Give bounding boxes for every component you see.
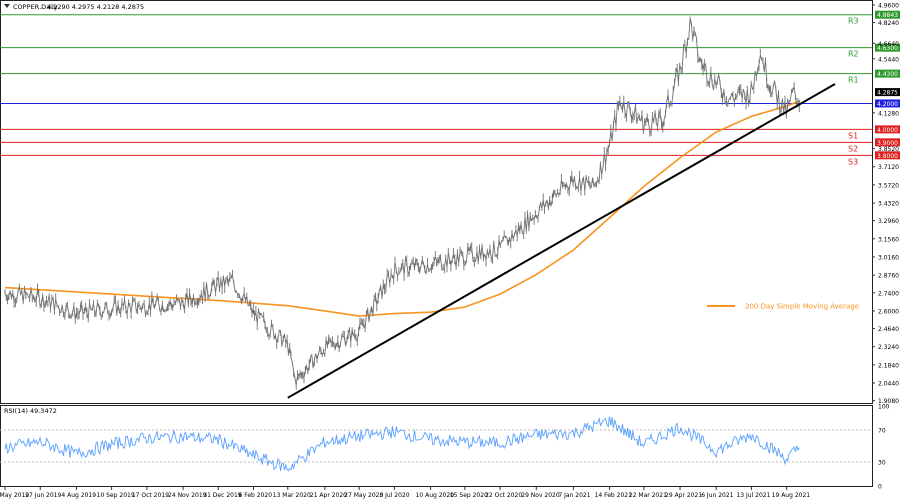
y-tick-label: 1.9080 [878,398,899,405]
x-tick-label: 6 Jun 2021 [701,492,733,499]
x-tick-label: 29 Nov 2020 [521,492,560,499]
level-value-6: 3.8000 [877,153,898,160]
y-tick-label: 4.9600 [878,2,899,9]
level-value-0: 4.8843 [877,12,898,19]
level-name-s3: S3 [848,157,858,166]
symbol-label: COPPER,Daily [13,3,58,11]
y-tick-label: 2.0440 [878,381,899,388]
y-tick-label: 2.1840 [878,362,899,369]
x-tick-label: 31 Dec 2019 [203,492,242,499]
last-price-value: 4.2875 [877,90,898,97]
x-tick-label: 24 Nov 2019 [168,492,207,499]
legend-ma-label: 200 Day Simple Moving Average [745,303,859,311]
last-price-tag [875,88,900,97]
price-series [4,16,800,390]
level-value-4: 4.0000 [877,127,898,134]
level-tag-4 [875,125,900,134]
x-tick-label: 14 Feb 2021 [595,492,633,499]
x-tick-label: 13 Mar 2020 [273,492,311,499]
x-tick-label: 10 Aug 2020 [416,492,455,499]
y-tick-label: 3.0160 [878,254,899,261]
level-value-2: 4.4300 [877,71,898,78]
x-tick-label: 10 Sep 2019 [97,492,135,499]
level-tag-5 [875,138,900,147]
y-tick-label: 3.4320 [878,201,899,208]
y-tick-label: 4.8240 [878,20,899,27]
x-tick-label: 27 Jun 2019 [25,492,61,499]
x-tick-label: 22 Mar 2021 [629,492,667,499]
level-tag-6 [875,151,900,160]
dropdown-icon[interactable] [4,4,10,8]
rsi-label: RSI(14) 49.3472 [4,407,57,415]
x-tick-label: 21 May 2019 [0,492,29,499]
x-tick-label: 4 Aug 2019 [61,492,96,499]
y-tick-label: 2.8760 [878,273,899,280]
rsi-series [4,416,800,472]
ohlc-values: 4.2290 4.2975 4.2128 4.2875 [47,3,144,11]
x-tick-label: 29 Apr 2021 [665,492,702,499]
y-tick-label: 3.7120 [878,164,899,171]
ma-200-line [4,100,801,317]
level-tag-0 [875,10,900,19]
y-tick-label: 4.1280 [878,110,899,117]
x-tick-label: 15 Sep 2020 [450,492,488,499]
rsi-pane [0,405,873,487]
y-tick-label: 2.6000 [878,308,899,315]
level-tag-2 [875,69,900,78]
level-tag-1 [875,43,900,52]
y-tick-label: 3.8520 [878,146,899,153]
x-tick-label: 7 Jan 2021 [558,492,590,499]
x-tick-label: 6 Feb 2020 [238,492,272,499]
rsi-tick-label: 0 [878,484,882,491]
rsi-tick-label: 30 [878,460,886,467]
x-tick-label: 27 May 2020 [344,492,383,499]
level-name-s1: S1 [848,131,858,140]
level-name-s2: S2 [848,144,858,153]
y-tick-label: 2.3240 [878,344,899,351]
y-tick-label: 3.5720 [878,182,899,189]
level-name-r2: R2 [848,50,859,59]
level-name-r3: R3 [848,17,859,26]
y-tick-label: 2.4640 [878,326,899,333]
price-pane [0,0,873,404]
y-tick-label: 4.5440 [878,56,899,63]
rsi-tick-label: 100 [878,404,890,411]
x-tick-label: 13 Jul 2021 [736,492,770,499]
trendline [287,83,836,399]
level-tag-3 [875,99,900,108]
x-tick-label: 22 Oct 2020 [485,492,522,499]
y-tick-label: 3.2960 [878,218,899,225]
level-value-3: 4.2000 [877,101,898,108]
x-tick-label: 21 Apr 2020 [310,492,347,499]
rsi-tick-label: 70 [878,428,886,435]
x-tick-label: 3 Jul 2020 [379,492,409,499]
y-tick-label: 2.7400 [878,290,899,297]
level-value-5: 3.9000 [877,140,898,147]
level-value-1: 4.6300 [877,45,898,52]
x-tick-label: 17 Oct 2019 [132,492,169,499]
y-tick-label: 4.6640 [878,41,899,48]
x-tick-label: 19 Aug 2021 [772,492,811,499]
y-tick-label: 3.1560 [878,236,899,243]
level-name-r1: R1 [848,76,859,85]
